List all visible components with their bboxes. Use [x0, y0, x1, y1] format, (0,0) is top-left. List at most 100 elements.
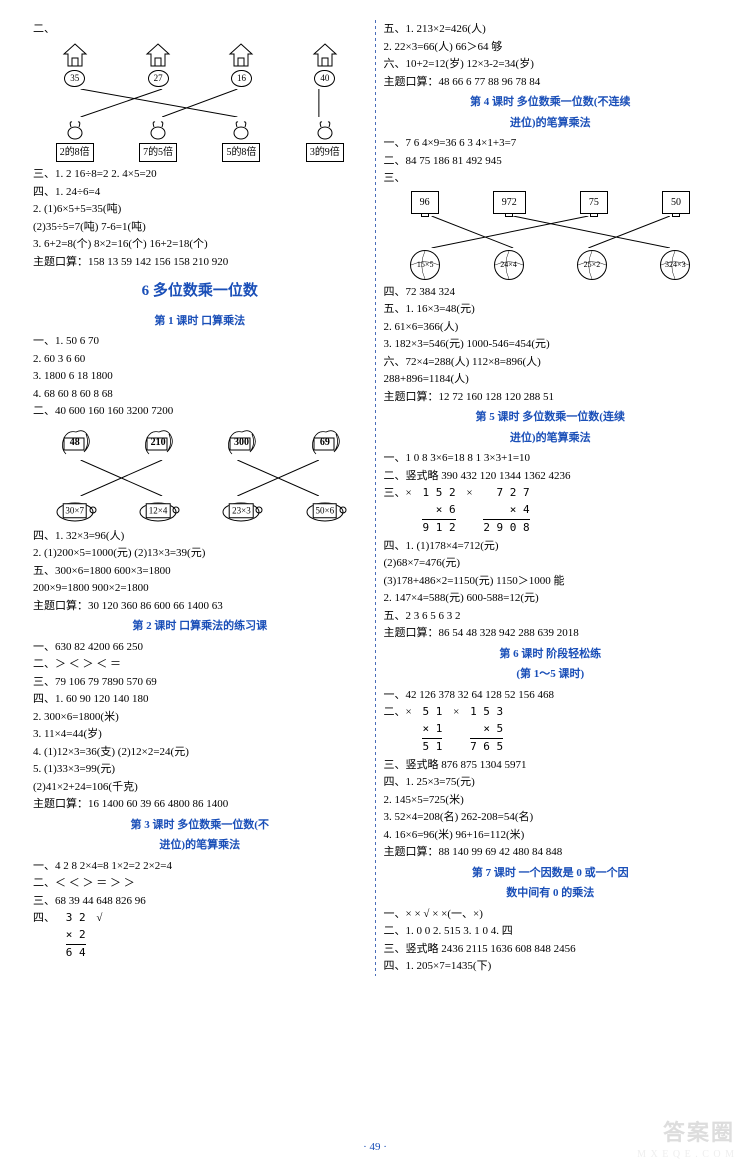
text: 二、＞ ＜ ＞ ＜ ＝ — [33, 656, 367, 673]
text: (2)35÷5=7(吨) 7-6=1(吨) — [33, 219, 367, 236]
zhuti: 主题口算：16 1400 60 39 66 4800 86 1400 — [33, 796, 367, 813]
match-lines — [43, 89, 357, 117]
text: (3)178+486×2=1150(元) 1150＞1000 能 — [384, 573, 718, 590]
vertical-calc: 5 1× 15 1 — [422, 704, 442, 756]
squirrel-icon: 210 — [139, 424, 177, 458]
text: 一、42 126 378 32 64 128 52 156 468 — [384, 687, 718, 704]
text: 一、4 2 8 2×4=8 1×2=2 2×2=4 — [33, 858, 367, 875]
vertical-calc: 1 5 3× 57 6 5 — [470, 704, 503, 756]
ball-icon: 24×4 — [494, 250, 524, 280]
text: 一、1 0 8 3×6=18 8 1 3×3+1=10 — [384, 450, 718, 467]
text: 3. 52×4=208(名) 262-208=54(名) — [384, 809, 718, 826]
text: 一、× × √ × ×(一、×) — [384, 906, 718, 923]
text: (2)68×7=476(元) — [384, 555, 718, 572]
board: 96 — [411, 191, 439, 214]
text: 2. 61×6=366(人) — [384, 319, 718, 336]
text: 二、40 600 160 160 3200 7200 — [33, 403, 367, 420]
check-icon: √ — [96, 912, 102, 924]
text: 一、7 6 4×9=36 6 3 4×1+3=7 — [384, 135, 718, 152]
ball-icon: 15×5 — [410, 250, 440, 280]
text: 4. 68 60 8 60 8 68 — [33, 386, 367, 403]
zhuti: 主题口算：12 72 160 128 120 288 51 — [384, 389, 718, 406]
zhuti: 主题口算：158 13 59 142 156 158 210 920 — [33, 254, 367, 271]
text: 288+896=1184(人) — [384, 371, 718, 388]
zhuti: 主题口算：88 140 99 69 42 480 84 848 — [384, 844, 718, 861]
zhuti: 主题口算：48 66 6 77 88 96 78 84 — [384, 74, 718, 91]
house-icon — [143, 42, 173, 68]
text: 三、68 39 44 648 826 96 — [33, 893, 367, 910]
text: 三、竖式略 2436 2115 1636 608 848 2456 — [384, 941, 718, 958]
text: 2. (1)6×5+5=35(吨) — [33, 201, 367, 218]
text: 3. 1800 6 18 1800 — [33, 368, 367, 385]
turtle-icon: 12×4 — [136, 498, 180, 524]
text: 4. (1)12×3=36(支) (2)12×2=24(元) — [33, 744, 367, 761]
squirrel-icon: 300 — [222, 424, 260, 458]
text: 一、1. 50 6 70 — [33, 333, 367, 350]
section-title: 6 多位数乘一位数 — [33, 280, 367, 303]
text: 3. 11×4=44(岁) — [33, 726, 367, 743]
house-icon — [310, 42, 340, 68]
lesson-title: (第 1～5 课时) — [384, 666, 718, 683]
lesson-title: 进位)的笔算乘法 — [384, 430, 718, 447]
text: 3. 6+2=8(个) 8×2=16(个) 16+2=18(个) — [33, 236, 367, 253]
label-box: 3的9倍 — [306, 143, 344, 162]
text: 200×9=1800 900×2=1800 — [33, 580, 367, 597]
text: 三、79 106 79 7890 570 69 — [33, 674, 367, 691]
lesson-title: 第 1 课时 口算乘法 — [33, 313, 367, 330]
label-box: 7的5倍 — [139, 143, 177, 162]
lesson-title: 第 4 课时 多位数乘一位数(不连续 — [384, 94, 718, 111]
squirrel-icon: 69 — [306, 424, 344, 458]
text: 3. 182×3=546(元) 1000-546=454(元) — [384, 336, 718, 353]
num-bubble: 35 — [64, 70, 85, 88]
text: 四、1. 205×7=1435(下) — [384, 958, 718, 975]
board: 972 — [493, 191, 526, 214]
text: 2. (1)200×5=1000(元) (2)13×3=39(元) — [33, 545, 367, 562]
text: 2. 60 3 6 60 — [33, 351, 367, 368]
text: 4. 16×6=96(米) 96+16=112(米) — [384, 827, 718, 844]
lesson-title: 第 5 课时 多位数乘一位数(连续 — [384, 409, 718, 426]
turtle-icon: 23×3 — [219, 498, 263, 524]
text: 二、1. 0 0 2. 515 3. 1 0 4. 四 — [384, 923, 718, 940]
lesson-title: 第 3 课时 多位数乘一位数(不 — [33, 817, 367, 834]
house-icon — [226, 42, 256, 68]
text: 2. 145×5=725(米) — [384, 792, 718, 809]
label-box: 2的8倍 — [56, 143, 94, 162]
num-bubble: 27 — [148, 70, 169, 88]
text: 五、1. 213×2=426(人) — [384, 21, 718, 38]
match-lines — [43, 460, 357, 496]
text: 四、72 384 324 — [384, 284, 718, 301]
ball-icon: 25×2 — [577, 250, 607, 280]
lesson-title: 第 6 课时 阶段轻松练 — [384, 646, 718, 663]
vertical-calc: 7 2 7× 42 9 0 8 — [483, 485, 529, 537]
vertical-calc: 1 5 2× 69 1 2 — [422, 485, 455, 537]
turtle-icon: 50×6 — [303, 498, 347, 524]
text: 四、1. 25×3=75(元) — [384, 774, 718, 791]
lesson-title: 数中间有 0 的乘法 — [384, 885, 718, 902]
basketball-match: 96 972 75 50 15×5 24×4 25×2 324×3 — [384, 191, 718, 280]
text: 2. 147×4=588(元) 600-588=12(元) — [384, 590, 718, 607]
text: 四、1. 32×3=96(人) — [33, 528, 367, 545]
text: 2. 22×3=66(人) 66＞64 够 — [384, 39, 718, 56]
rabbit-icon — [314, 119, 336, 141]
watermark: M X E Q E . C O M — [637, 1147, 735, 1162]
text: 六、10+2=12(岁) 12×3-2=34(岁) — [384, 56, 718, 73]
text: 二、× 5 1× 15 1 × 1 5 3× 57 6 5 — [384, 704, 718, 756]
text: 2. 300×6=1800(米) — [33, 709, 367, 726]
lesson-title: 进位)的笔算乘法 — [384, 115, 718, 132]
board: 75 — [580, 191, 608, 214]
zhuti: 主题口算：30 120 360 86 600 66 1400 63 — [33, 598, 367, 615]
zhuti: 主题口算：86 54 48 328 942 288 639 2018 — [384, 625, 718, 642]
squirrel-match: 48 210 300 69 30×7 12×4 23×3 50×6 — [33, 424, 367, 524]
text: 二、84 75 186 81 492 945 — [384, 153, 718, 170]
text: 一、630 82 4200 66 250 — [33, 639, 367, 656]
text: 二、竖式略 390 432 120 1344 1362 4236 — [384, 468, 718, 485]
num-bubble: 16 — [231, 70, 252, 88]
text: 四、1. 24÷6=4 — [33, 184, 367, 201]
text: 三、× 1 5 2× 69 1 2 × 7 2 7× 42 9 0 8 — [384, 485, 718, 537]
text: 二、＜ ＜ ＞ ＝ ＞ ＞ — [33, 875, 367, 892]
match-lines — [394, 216, 708, 248]
text: 三、 — [384, 170, 718, 187]
text: 四、1. (1)178×4=712(元) — [384, 538, 718, 555]
lesson-title: 第 7 课时 一个因数是 0 或一个因 — [384, 865, 718, 882]
text: 四、 3 2 × 2 6 4 √ — [33, 910, 367, 962]
